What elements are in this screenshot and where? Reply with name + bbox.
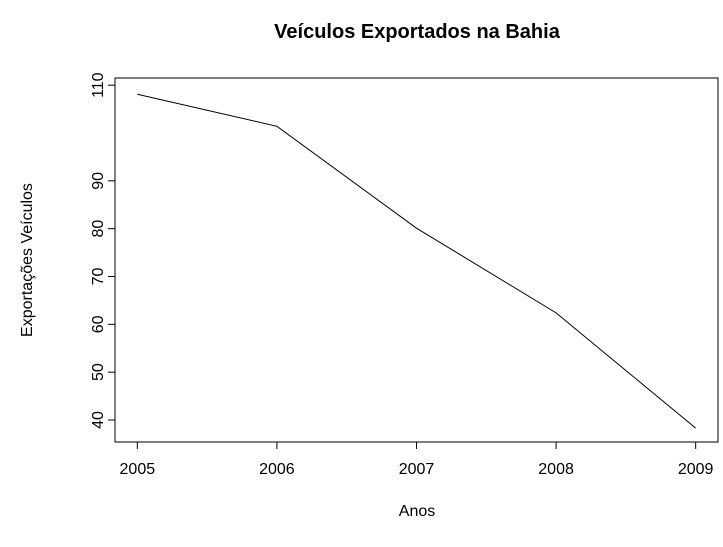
x-tick-label: 2007 [399, 461, 435, 478]
x-axis-label: Anos [399, 503, 435, 520]
y-tick-label: 40 [90, 411, 107, 429]
x-tick-label: 2009 [678, 461, 714, 478]
chart-title: Veículos Exportados na Bahia [274, 21, 561, 43]
y-tick-label: 80 [90, 220, 107, 238]
x-tick-label: 2006 [259, 461, 295, 478]
line [137, 93, 696, 429]
y-tick-label: 70 [90, 268, 107, 286]
y-tick-label: 50 [90, 363, 107, 381]
plot-box [114, 77, 719, 443]
y-axis-label: Exportações Veículos [19, 183, 36, 337]
y-tick-label: 60 [90, 315, 107, 333]
x-tick-label: 2008 [538, 461, 574, 478]
x-tick-label: 2005 [120, 461, 156, 478]
y-tick-label: 90 [90, 172, 107, 190]
y-tick-label: 110 [90, 72, 107, 98]
